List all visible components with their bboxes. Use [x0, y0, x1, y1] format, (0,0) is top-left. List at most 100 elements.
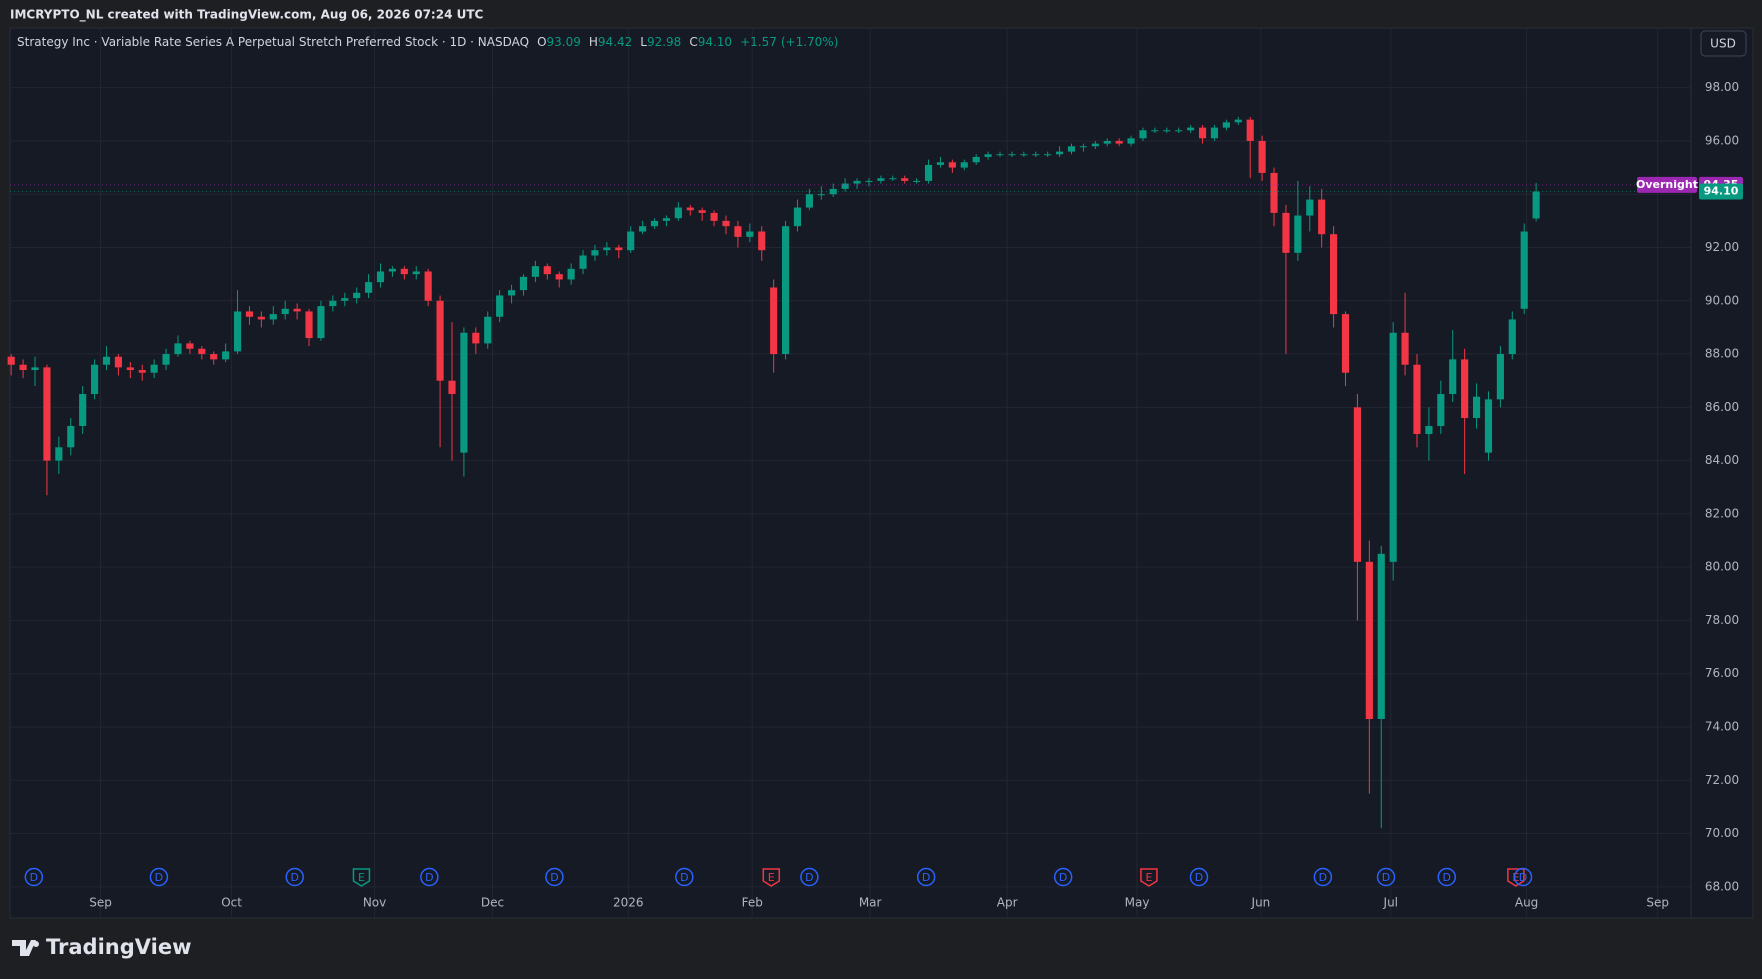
event-label: E — [1512, 871, 1519, 884]
candle-body — [591, 250, 599, 256]
candle-body — [1163, 130, 1171, 132]
candle-body — [543, 266, 551, 275]
event-marker — [1437, 867, 1457, 887]
candle-body — [734, 226, 742, 237]
candle-body — [1413, 364, 1421, 434]
event-marker — [675, 867, 694, 887]
legend-item: C — [689, 35, 697, 49]
candle-body — [817, 194, 825, 196]
candle-body — [1401, 332, 1409, 365]
event-marker — [545, 867, 564, 887]
candle-body — [1330, 234, 1338, 315]
legend-item: 92.98 — [647, 35, 681, 49]
candle-body — [936, 162, 945, 165]
candle-body — [293, 308, 301, 312]
candle-body — [353, 292, 361, 299]
legend-item: Strategy Inc · Variable Rate Series A Pe… — [17, 35, 529, 49]
candle-body — [269, 314, 277, 320]
candle-body — [1091, 143, 1099, 147]
candle-body — [865, 180, 873, 182]
candle-body — [388, 268, 396, 272]
legend-item: (+1.70%) — [781, 35, 839, 49]
candle-body — [1044, 154, 1052, 156]
candle-body — [400, 268, 408, 275]
candle-body — [114, 356, 122, 368]
candle-body — [1508, 319, 1516, 355]
candle-body — [639, 226, 647, 232]
candle-body — [7, 356, 15, 365]
event-marker — [800, 867, 819, 887]
candle-body — [222, 351, 230, 360]
x-tick-label: Aug — [1515, 896, 1538, 910]
candle-body — [496, 295, 504, 317]
candle-body — [662, 218, 671, 221]
candle-body — [1318, 199, 1326, 235]
event-label: D — [1059, 871, 1067, 884]
legend-item: H — [589, 35, 598, 49]
candle-body — [1079, 146, 1087, 148]
legend: Strategy Inc · Variable Rate Series A Pe… — [17, 35, 838, 49]
candle-body — [1496, 354, 1504, 400]
x-tick-label: Jun — [1251, 896, 1271, 910]
x-tick-label: Apr — [997, 896, 1018, 910]
candle-body — [531, 266, 539, 277]
candle-body — [579, 255, 587, 269]
x-tick-label: Jul — [1383, 896, 1398, 910]
candle-body — [1246, 119, 1254, 141]
candle-body — [1103, 140, 1111, 144]
candle-body — [674, 207, 682, 219]
event-label: D — [1319, 871, 1327, 884]
candle-body — [233, 311, 242, 352]
candle-body — [853, 180, 861, 184]
logo-mark — [12, 940, 36, 956]
y-tick-label: 88.00 — [1705, 347, 1739, 361]
candle-body — [615, 247, 623, 251]
candle-body — [138, 370, 146, 373]
currency-button[interactable] — [1700, 30, 1747, 57]
candle-body — [1258, 140, 1266, 173]
x-tick-label: May — [1125, 896, 1150, 910]
y-tick-label: 86.00 — [1705, 400, 1739, 414]
candle-body — [198, 348, 206, 355]
candle-body — [1461, 359, 1469, 418]
y-tick-label: 90.00 — [1705, 293, 1739, 307]
event-label: D — [425, 871, 433, 884]
event-marker — [420, 867, 439, 887]
legend-item: 94.42 — [598, 35, 632, 49]
candle-body — [1187, 127, 1195, 131]
candle-body — [722, 220, 730, 227]
candle-body — [924, 164, 933, 181]
overnight-tag-bg — [1637, 176, 1697, 193]
x-tick-label: Oct — [221, 896, 242, 910]
event-label: D — [1443, 871, 1451, 884]
event-label: E — [1145, 871, 1152, 884]
candle-body — [960, 162, 968, 168]
event-marker — [762, 868, 781, 887]
candle-body — [805, 194, 813, 208]
candle-body — [972, 156, 980, 163]
event-label: D — [1195, 871, 1203, 884]
candle-body — [174, 343, 182, 355]
candle-body — [567, 268, 575, 280]
y-tick-label: 96.00 — [1705, 133, 1739, 147]
candle-body — [150, 364, 158, 373]
candle-body — [1365, 561, 1373, 720]
event-label: D — [680, 871, 688, 884]
event-label: D — [550, 871, 558, 884]
candle-body — [1198, 127, 1207, 139]
candle-body — [460, 332, 468, 453]
last-price-bg — [1699, 183, 1743, 200]
y-tick-label: 76.00 — [1705, 666, 1739, 680]
candle-body — [519, 276, 528, 291]
candle-body — [472, 332, 480, 344]
candle-body — [1520, 231, 1528, 309]
event-label: D — [922, 871, 930, 884]
event-label: D — [30, 871, 38, 884]
candle-body — [781, 226, 790, 355]
event-marker — [1513, 867, 1533, 887]
chart-panel — [9, 27, 1754, 919]
event-label: D — [805, 871, 813, 884]
candle-body — [507, 290, 516, 296]
event-label: D — [155, 871, 163, 884]
